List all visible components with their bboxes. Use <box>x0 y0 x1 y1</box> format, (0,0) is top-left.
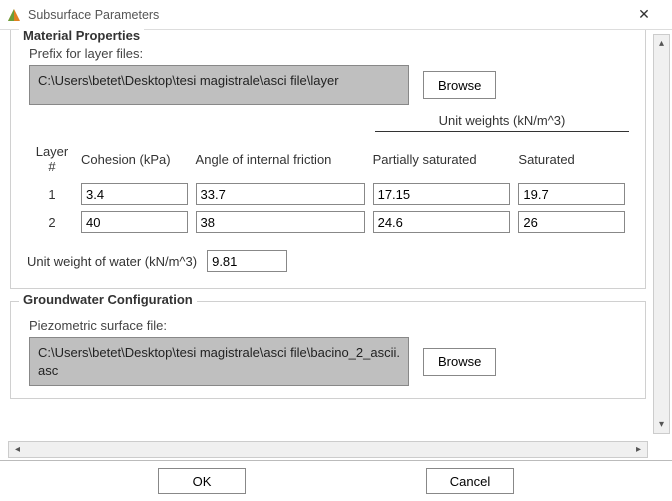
layer-num: 2 <box>27 208 77 236</box>
browse-piezo-button[interactable]: Browse <box>423 348 496 376</box>
material-properties-group: Material Properties Prefix for layer fil… <box>10 30 646 289</box>
uw-water-label: Unit weight of water (kN/m^3) <box>27 254 197 269</box>
piezo-path-field[interactable]: C:\Users\betet\Desktop\tesi magistrale\a… <box>29 337 409 386</box>
ok-button[interactable]: OK <box>158 468 246 494</box>
layers-table: Layer # Cohesion (kPa) Angle of internal… <box>27 140 629 236</box>
cancel-button[interactable]: Cancel <box>426 468 514 494</box>
groundwater-legend: Groundwater Configuration <box>19 292 197 307</box>
partial-input[interactable] <box>373 183 511 205</box>
horizontal-scrollbar[interactable]: ◂ ▸ <box>8 441 648 458</box>
saturated-input[interactable] <box>518 183 625 205</box>
material-legend: Material Properties <box>19 28 144 43</box>
dialog-footer: OK Cancel <box>0 460 672 501</box>
friction-input[interactable] <box>196 211 365 233</box>
table-row: 2 <box>27 208 629 236</box>
partial-input[interactable] <box>373 211 511 233</box>
app-icon <box>6 7 22 23</box>
scroll-down-arrow[interactable]: ▾ <box>654 416 669 433</box>
scroll-right-arrow[interactable]: ▸ <box>630 442 647 457</box>
piezo-label: Piezometric surface file: <box>29 318 633 333</box>
unit-weights-header: Unit weights (kN/m^3) <box>375 131 629 150</box>
col-friction: Angle of internal friction <box>192 140 369 180</box>
vertical-scrollbar[interactable]: ▴ ▾ <box>653 34 670 434</box>
friction-input[interactable] <box>196 183 365 205</box>
scroll-up-arrow[interactable]: ▴ <box>654 35 669 52</box>
prefix-path-field[interactable]: C:\Users\betet\Desktop\tesi magistrale\a… <box>29 65 409 105</box>
table-row: 1 <box>27 180 629 208</box>
cohesion-input[interactable] <box>81 183 188 205</box>
scroll-left-arrow[interactable]: ◂ <box>9 442 26 457</box>
cohesion-input[interactable] <box>81 211 188 233</box>
uw-water-input[interactable] <box>207 250 287 272</box>
close-button[interactable]: ✕ <box>624 6 664 23</box>
titlebar: Subsurface Parameters ✕ <box>0 0 672 30</box>
col-cohesion: Cohesion (kPa) <box>77 140 192 180</box>
col-layer: Layer # <box>27 140 77 180</box>
saturated-input[interactable] <box>518 211 625 233</box>
browse-prefix-button[interactable]: Browse <box>423 71 496 99</box>
groundwater-config-group: Groundwater Configuration Piezometric su… <box>10 301 646 399</box>
window-title: Subsurface Parameters <box>28 8 624 22</box>
layer-num: 1 <box>27 180 77 208</box>
prefix-label: Prefix for layer files: <box>29 46 633 61</box>
client-area: Material Properties Prefix for layer fil… <box>0 30 672 460</box>
